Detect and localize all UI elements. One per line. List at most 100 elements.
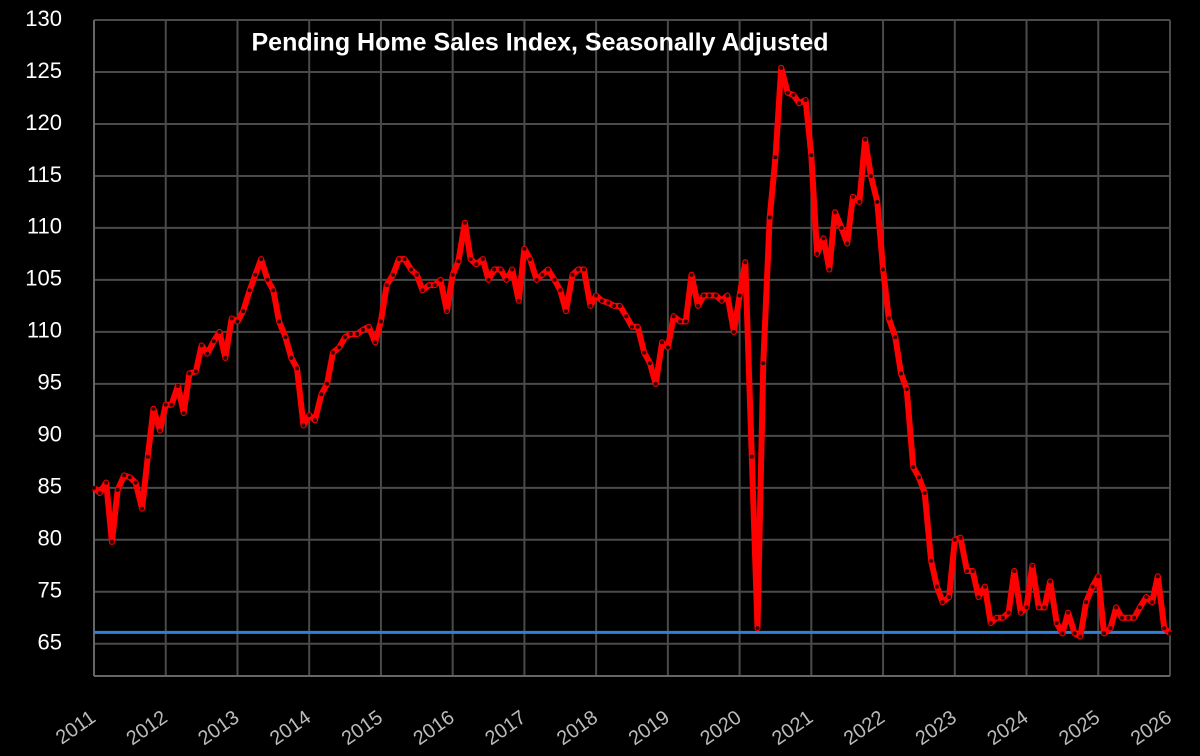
data-point bbox=[1090, 584, 1095, 589]
data-point bbox=[444, 309, 449, 314]
data-point bbox=[606, 300, 611, 305]
data-point bbox=[384, 283, 389, 288]
data-point bbox=[689, 272, 694, 277]
data-point bbox=[947, 594, 952, 599]
data-point bbox=[480, 257, 485, 262]
data-point bbox=[366, 324, 371, 329]
data-point bbox=[773, 155, 778, 160]
data-point bbox=[707, 293, 712, 298]
data-point bbox=[958, 535, 963, 540]
x-tick-label: 2012 bbox=[123, 706, 172, 750]
data-point bbox=[205, 351, 210, 356]
data-point bbox=[581, 267, 586, 272]
data-point bbox=[761, 361, 766, 366]
y-tick-label: 130 bbox=[25, 6, 62, 31]
data-point bbox=[952, 537, 957, 542]
data-point bbox=[211, 339, 216, 344]
data-point bbox=[850, 194, 855, 199]
data-point bbox=[378, 319, 383, 324]
data-line bbox=[91, 64, 1173, 640]
data-point bbox=[1132, 615, 1137, 620]
data-point bbox=[271, 288, 276, 293]
data-point bbox=[743, 260, 748, 265]
data-point bbox=[516, 298, 521, 303]
x-tick-label: 2018 bbox=[553, 706, 602, 750]
data-point bbox=[127, 475, 132, 480]
data-point bbox=[109, 539, 114, 544]
data-point bbox=[791, 92, 796, 97]
data-point bbox=[277, 319, 282, 324]
data-point bbox=[199, 343, 204, 348]
data-point bbox=[617, 303, 622, 308]
data-point bbox=[175, 383, 180, 388]
y-tick-label: 110 bbox=[27, 318, 62, 343]
data-point bbox=[97, 491, 102, 496]
y-tick-label: 120 bbox=[25, 110, 62, 135]
data-point bbox=[355, 331, 360, 336]
data-point bbox=[671, 314, 676, 319]
y-tick-label: 125 bbox=[25, 58, 62, 83]
x-tick-label: 2021 bbox=[768, 706, 817, 750]
data-point bbox=[845, 241, 850, 246]
y-tick-label: 95 bbox=[38, 370, 62, 395]
data-point bbox=[534, 277, 539, 282]
data-point bbox=[922, 491, 927, 496]
data-point bbox=[1030, 563, 1035, 568]
data-point bbox=[151, 406, 156, 411]
data-point bbox=[486, 277, 491, 282]
data-point bbox=[594, 293, 599, 298]
data-point bbox=[767, 215, 772, 220]
data-point bbox=[145, 454, 150, 459]
data-point bbox=[283, 335, 288, 340]
data-point bbox=[916, 475, 921, 480]
data-point bbox=[635, 324, 640, 329]
data-point bbox=[426, 283, 431, 288]
data-point bbox=[1024, 605, 1029, 610]
data-point bbox=[695, 303, 700, 308]
y-tick-label: 115 bbox=[27, 162, 62, 187]
data-point bbox=[432, 283, 437, 288]
y-tick-label: 90 bbox=[38, 422, 62, 447]
data-point bbox=[1119, 615, 1124, 620]
x-tick-label: 2011 bbox=[52, 706, 100, 749]
data-point bbox=[546, 267, 551, 272]
data-point bbox=[343, 335, 348, 340]
data-point bbox=[1054, 620, 1059, 625]
data-point bbox=[1006, 610, 1011, 615]
data-point bbox=[827, 267, 832, 272]
x-tick-label: 2026 bbox=[1127, 706, 1176, 750]
data-point bbox=[223, 355, 228, 360]
x-tick-label: 2020 bbox=[696, 706, 745, 750]
data-point bbox=[976, 594, 981, 599]
y-tick-label: 65 bbox=[38, 630, 62, 655]
data-point bbox=[169, 402, 174, 407]
data-point bbox=[660, 340, 665, 345]
data-point bbox=[259, 257, 264, 262]
y-tick-label: 110 bbox=[27, 214, 62, 239]
data-point bbox=[235, 319, 240, 324]
chart-title: Pending Home Sales Index, Seasonally Adj… bbox=[251, 29, 828, 57]
data-point bbox=[839, 225, 844, 230]
data-point bbox=[678, 319, 683, 324]
data-point bbox=[779, 65, 784, 70]
data-point bbox=[468, 257, 473, 262]
data-point bbox=[1060, 631, 1065, 636]
data-point bbox=[253, 272, 258, 277]
x-tick-label: 2022 bbox=[840, 706, 889, 750]
data-point bbox=[1084, 600, 1089, 605]
data-point bbox=[373, 340, 378, 345]
data-point bbox=[934, 584, 939, 589]
data-point bbox=[438, 277, 443, 282]
data-point bbox=[312, 418, 317, 423]
data-point bbox=[875, 199, 880, 204]
data-point bbox=[456, 259, 461, 264]
data-point bbox=[92, 485, 96, 490]
data-point bbox=[857, 199, 862, 204]
data-point bbox=[498, 267, 503, 272]
data-point bbox=[229, 316, 234, 321]
data-point bbox=[241, 309, 246, 314]
data-point bbox=[1155, 574, 1160, 579]
data-point bbox=[970, 568, 975, 573]
data-point bbox=[193, 369, 198, 374]
x-tick-label: 2013 bbox=[194, 706, 243, 750]
